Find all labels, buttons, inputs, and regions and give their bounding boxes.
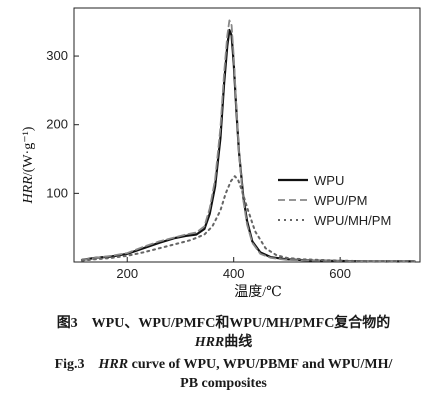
legend-label: WPU/MH/PM (314, 213, 391, 228)
caption-chinese-hrr: HRR (194, 335, 225, 350)
y-axis-label-units: /(W·g⁻¹) (21, 126, 36, 176)
hrr-chart: 100 200 300 200 400 600 WPU WPU/PM WPU/MH/PM H… (21, 7, 421, 300)
series-line-dotted (81, 175, 416, 263)
legend-label: WPU (314, 173, 344, 188)
x-tick-label: 200 (116, 266, 138, 281)
caption-english-hrr: HRR (98, 357, 129, 372)
y-axis-label-italic: HRR (21, 176, 36, 205)
legend-label: WPU/PM (314, 193, 367, 208)
x-axis-ticks: 200 400 600 (116, 257, 351, 281)
y-axis-ticks: 100 200 300 (46, 48, 79, 200)
caption-english: Fig.3 HRR curve of WPU, WPU/PBMF and WPU… (0, 355, 447, 393)
caption-chinese-curve: 曲线 (224, 335, 253, 350)
caption-chinese-line1: 图3 WPU、WPU/PMFC和WPU/MH/PMFC复合物的 (56, 316, 391, 331)
caption-chinese-line2: HRR曲线 (0, 333, 447, 352)
caption-chinese: 图3 WPU、WPU/PMFC和WPU/MH/PMFC复合物的 HRR曲线 (0, 314, 447, 352)
plot-border (73, 7, 421, 263)
caption-english-line1: Fig.3 HRR curve of WPU, WPU/PBMF and WPU… (0, 355, 447, 374)
series-layer (80, 19, 416, 263)
x-tick-label: 400 (223, 266, 245, 281)
caption-english-rest: curve of WPU, WPU/PBMF and WPU/MH/ (128, 357, 393, 372)
caption-english-line2: PB composites (180, 376, 267, 391)
legend: WPU WPU/PM WPU/MH/PM (278, 173, 391, 228)
plot-frame (73, 7, 421, 263)
y-tick-label: 300 (46, 48, 68, 63)
y-tick-label: 200 (46, 117, 68, 132)
caption-english-prefix: Fig.3 (54, 357, 99, 372)
x-tick-label: 600 (329, 266, 351, 281)
y-tick-label: 100 (46, 185, 68, 200)
x-axis-label: 温度/℃ (234, 284, 282, 300)
series-line-dashed (81, 19, 416, 263)
y-axis-label: HRR/(W·g⁻¹) (21, 126, 36, 204)
